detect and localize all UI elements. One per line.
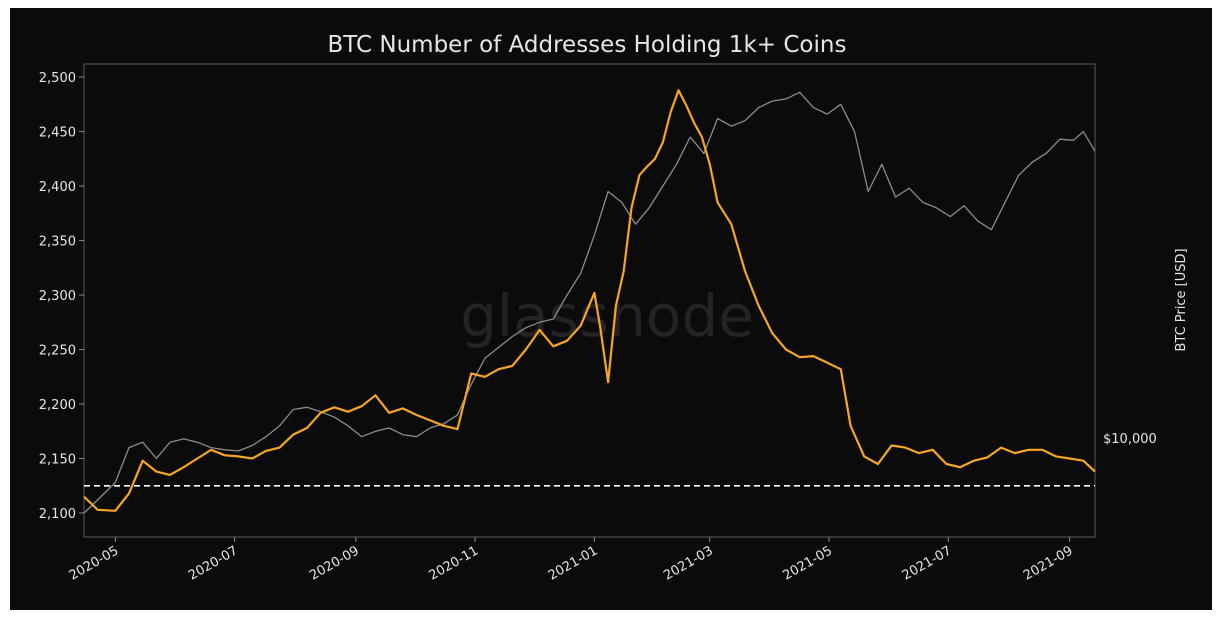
chart-title: BTC Number of Addresses Holding 1k+ Coin… [328, 32, 847, 58]
x-tick-label: 2020-07 [186, 543, 241, 583]
x-tick-label: 2021-01 [546, 543, 601, 583]
x-tick-label: 2020-09 [307, 543, 362, 583]
chart: BTC Number of Addresses Holding 1k+ Coin… [39, 32, 1189, 584]
y-axis: 2,100 2,150 2,200 2,250 2,300 2,350 2,400 2,450… [39, 71, 84, 522]
x-tick-label: 2021-07 [900, 543, 955, 583]
x-tick-label: 2021-05 [781, 543, 836, 583]
x-tick-label: 2021-03 [661, 543, 716, 583]
addresses-line [83, 89, 1096, 512]
plot-frame [83, 63, 1096, 538]
x-tick-label: 2021-09 [1021, 543, 1076, 583]
y-tick-label: 2,150 [39, 453, 76, 468]
y-tick-label: 2,400 [39, 180, 76, 195]
y-tick-label: 2,500 [39, 71, 76, 86]
btc-price-line [83, 91, 1096, 514]
x-tick-label: 2020-11 [427, 543, 482, 583]
reference-line-label: $10,000 [1103, 432, 1157, 447]
watermark: glassnode [460, 282, 754, 350]
x-tick-label: 2020-05 [67, 543, 122, 583]
y-tick-label: 2,200 [39, 398, 76, 413]
y-tick-label: 2,450 [39, 126, 76, 141]
x-axis: 2020-05 2020-07 2020-09 2020-11 2021-01 2021-… [67, 537, 1076, 584]
y-tick-label: 2,350 [39, 235, 76, 250]
y-tick-label: 2,300 [39, 289, 76, 304]
y-tick-label: 2,250 [39, 344, 76, 359]
chart-panel: BTC Number of Addresses Holding 1k+ Coin… [10, 8, 1212, 610]
y-tick-label: 2,100 [39, 507, 76, 522]
y2-axis-label: BTC Price [USD] [1174, 248, 1189, 351]
